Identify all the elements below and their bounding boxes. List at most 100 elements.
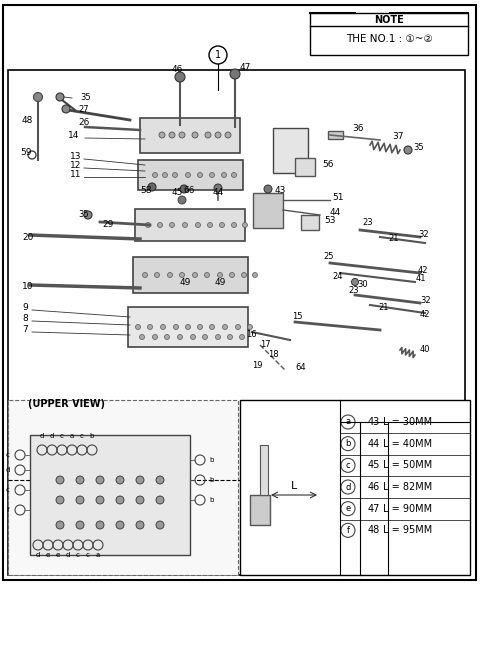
Circle shape (231, 172, 237, 178)
Circle shape (157, 223, 163, 227)
Circle shape (155, 272, 159, 278)
Circle shape (185, 172, 191, 178)
Text: c: c (86, 552, 90, 558)
Circle shape (236, 324, 240, 329)
Text: (UPPER VIEW): (UPPER VIEW) (28, 399, 105, 409)
Text: a: a (70, 433, 74, 439)
Text: 47: 47 (240, 63, 252, 72)
Text: b: b (210, 457, 214, 463)
Text: 49: 49 (180, 278, 192, 287)
Bar (132, 257, 248, 293)
Text: 35: 35 (80, 94, 91, 102)
Bar (3, 5, 476, 580)
Circle shape (205, 132, 211, 138)
Circle shape (143, 272, 147, 278)
Text: e: e (346, 504, 350, 513)
Circle shape (56, 93, 64, 101)
Circle shape (179, 132, 185, 138)
Bar (128, 307, 248, 347)
Text: 42: 42 (420, 310, 431, 319)
Text: e: e (56, 552, 60, 558)
Bar (8, 400, 238, 575)
Text: 48: 48 (368, 525, 380, 535)
Circle shape (204, 272, 209, 278)
Circle shape (148, 183, 156, 191)
Text: L = 82MM: L = 82MM (384, 482, 432, 492)
Text: 8: 8 (22, 314, 28, 323)
Bar (301, 214, 319, 229)
Bar (250, 495, 270, 525)
Circle shape (241, 272, 247, 278)
Text: 18: 18 (268, 350, 278, 359)
Circle shape (185, 324, 191, 329)
Circle shape (219, 223, 225, 227)
Text: 12: 12 (70, 161, 82, 170)
Text: e: e (46, 552, 50, 558)
Circle shape (168, 272, 172, 278)
Circle shape (165, 335, 169, 339)
Text: 13: 13 (70, 152, 82, 161)
Bar (240, 400, 470, 575)
Circle shape (145, 223, 151, 227)
Text: 53: 53 (324, 216, 336, 225)
Circle shape (216, 335, 220, 339)
Text: 37: 37 (392, 132, 404, 141)
Text: 10: 10 (22, 282, 34, 291)
Circle shape (116, 496, 124, 504)
Text: 23: 23 (348, 286, 359, 295)
Text: 20: 20 (22, 233, 34, 242)
Text: f: f (7, 507, 9, 513)
Text: L = 95MM: L = 95MM (384, 525, 432, 535)
Text: L = 90MM: L = 90MM (384, 504, 432, 514)
Text: c: c (76, 552, 80, 558)
Circle shape (56, 476, 64, 484)
Text: L = 30MM: L = 30MM (384, 417, 432, 427)
Text: d: d (345, 483, 351, 491)
Text: 1: 1 (215, 50, 221, 60)
Circle shape (153, 172, 157, 178)
Circle shape (180, 185, 188, 193)
Text: 59: 59 (20, 148, 32, 157)
Circle shape (180, 272, 184, 278)
Text: 21: 21 (388, 234, 398, 243)
Circle shape (192, 132, 198, 138)
Circle shape (147, 324, 153, 329)
Circle shape (62, 105, 70, 113)
Text: 32: 32 (418, 230, 429, 239)
Circle shape (156, 521, 164, 529)
Text: d: d (66, 552, 70, 558)
Circle shape (169, 132, 175, 138)
Circle shape (229, 272, 235, 278)
Circle shape (252, 272, 257, 278)
Circle shape (195, 223, 201, 227)
Circle shape (197, 172, 203, 178)
Circle shape (153, 335, 157, 339)
Circle shape (156, 476, 164, 484)
Circle shape (135, 324, 141, 329)
Text: c: c (6, 452, 10, 458)
Text: 40: 40 (420, 345, 431, 354)
Text: THE NO.1 : ①~②: THE NO.1 : ①~② (346, 34, 432, 44)
Text: 29: 29 (102, 220, 113, 229)
Text: 42: 42 (418, 266, 429, 275)
Text: 27: 27 (78, 105, 89, 114)
Circle shape (191, 335, 195, 339)
Circle shape (136, 476, 144, 484)
Text: 44: 44 (330, 208, 341, 217)
Circle shape (231, 223, 237, 227)
Circle shape (203, 335, 207, 339)
Circle shape (209, 172, 215, 178)
Text: c: c (346, 461, 350, 470)
Text: 15: 15 (292, 312, 302, 321)
Circle shape (230, 69, 240, 79)
Text: 14: 14 (68, 131, 79, 140)
Circle shape (214, 184, 222, 192)
Text: L: L (291, 481, 297, 491)
Text: d: d (36, 552, 40, 558)
Circle shape (56, 521, 64, 529)
Text: 51: 51 (332, 193, 344, 202)
Text: 24: 24 (332, 272, 343, 281)
Circle shape (169, 223, 175, 227)
Text: b: b (90, 433, 94, 439)
Bar (8, 70, 465, 575)
